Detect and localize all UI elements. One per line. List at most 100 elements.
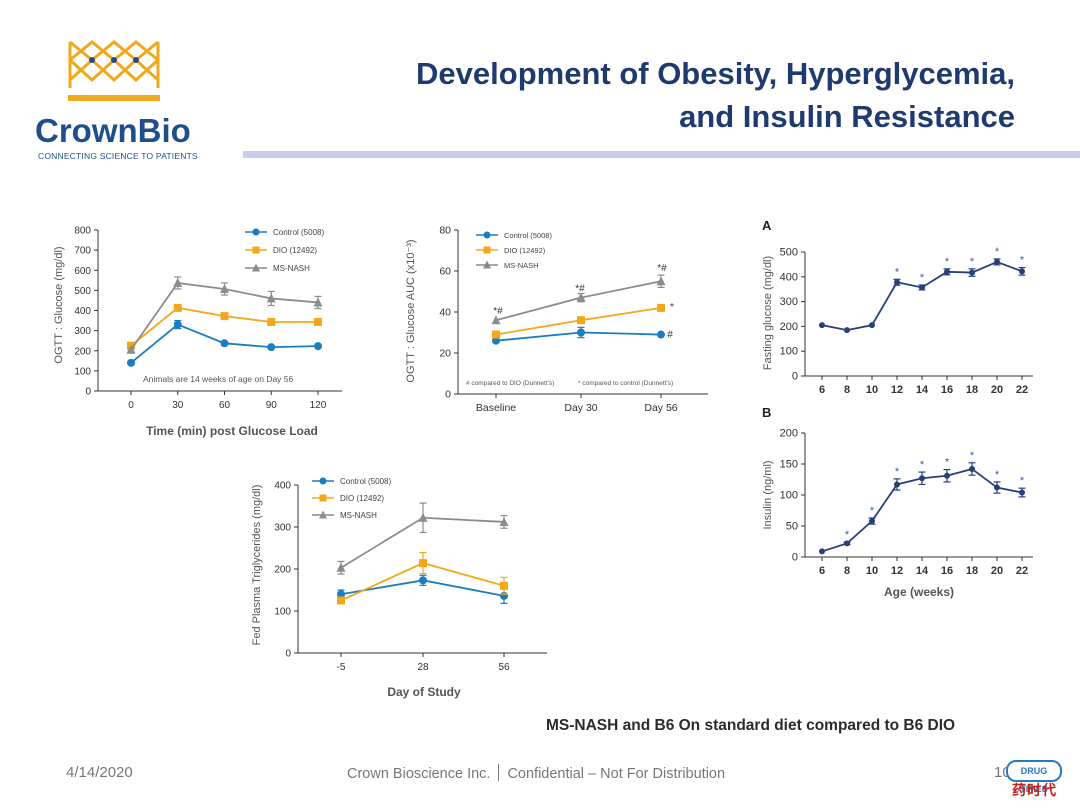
- insulin-sig-mark: *: [895, 466, 900, 478]
- fasting-glucose-chart: A Fasting glucose (mg/dl) 0 100 200 300 400 5…: [762, 218, 1033, 396]
- auc-y-label: OGTT : Glucose AUC (x10⁻³): [405, 239, 417, 382]
- auc-y-tick-label: 20: [439, 348, 451, 360]
- insulin-sig-mark: *: [845, 529, 850, 541]
- ogtt-y-tick-label: 200: [74, 346, 91, 357]
- insulin-x-tick-label: 16: [941, 565, 953, 577]
- ogtt-y-tick-label: 800: [74, 226, 91, 237]
- ogtt-series-1-point: [267, 317, 276, 326]
- auc-y-tick-label: 0: [445, 389, 451, 401]
- insulin-sig-mark: *: [945, 457, 950, 469]
- tg-legend-marker: [319, 477, 327, 485]
- fasting-x-tick-label: 20: [991, 384, 1003, 396]
- tg-series-0-point: [419, 576, 427, 585]
- fasting-x-tick-label: 8: [844, 384, 850, 396]
- footer-company: Crown Bioscience Inc.: [347, 766, 491, 782]
- auc-series-1-point: [492, 330, 500, 339]
- fasting-series-0-point: [819, 322, 825, 329]
- insulin-x-tick-label: 14: [916, 565, 929, 577]
- fasting-y-tick-label: 400: [780, 271, 798, 283]
- crownbio-logo-icon: [68, 40, 160, 101]
- auc-y-tick-label: 80: [439, 225, 451, 237]
- ogtt-series-1-point: [173, 303, 182, 312]
- auc-note-hash: # compared to DIO (Dunnett's): [466, 380, 554, 387]
- auc-series-2-point: [491, 315, 501, 325]
- tg-series-1-point: [337, 596, 345, 605]
- ogtt-series-2-point: [173, 277, 183, 287]
- ogtt-series-1-point: [220, 312, 229, 321]
- fasting-sig-mark: *: [945, 256, 950, 268]
- auc-y-tick-label: 40: [439, 307, 451, 319]
- tg-y-tick-label: 300: [274, 523, 291, 534]
- fasting-series-0-point: [894, 279, 900, 286]
- tg-series-0-point: [337, 590, 345, 599]
- fasting-series-0-point: [944, 268, 950, 275]
- auc-series-0-point: [657, 330, 665, 339]
- insulin-series-0-point: [869, 518, 875, 525]
- insulin-x-tick-label: 12: [891, 565, 903, 577]
- auc-series-0-point: [492, 336, 500, 345]
- fasting-x-tick-label: 12: [891, 384, 903, 396]
- fasting-x-tick-label: 6: [819, 384, 825, 396]
- insulin-sig-mark: *: [970, 450, 975, 462]
- fasting-sig-mark: *: [1020, 255, 1025, 267]
- insulin-x-tick-label: 18: [966, 565, 978, 577]
- fasting-x-tick-label: 18: [966, 384, 978, 396]
- ogtt-annotation: Animals are 14 weeks of age on Day 56: [143, 374, 294, 384]
- fasting-y-tick-label: 100: [780, 346, 798, 358]
- ogtt-legend-marker: [252, 228, 260, 236]
- auc-series-2-point: [576, 292, 586, 302]
- auc-x-tick-label: Baseline: [476, 402, 516, 414]
- insulin-y-tick-label: 200: [780, 428, 798, 440]
- ogtt-series-0-point: [314, 342, 322, 351]
- header-divider: [243, 151, 1080, 158]
- auc-legend-label: DIO (12492): [504, 246, 546, 255]
- ogtt-x-tick-label: 60: [219, 400, 231, 411]
- ogtt-series-1-point: [314, 317, 322, 326]
- insulin-y-label: Insulin (ng/ml): [762, 460, 774, 529]
- ogtt-legend: Control (5008) DIO (12492) MS-NASH: [245, 228, 324, 273]
- logo-name: CrownBio: [35, 112, 191, 149]
- tg-y-tick-label: 200: [274, 565, 291, 576]
- fasting-sig-mark: *: [920, 272, 925, 284]
- tg-y-tick-label: 400: [274, 481, 291, 492]
- fasting-x-tick-label: 14: [916, 384, 929, 396]
- auc-sig-mark: #: [667, 330, 673, 341]
- tg-legend: Control (5008) DIO (12492) MS-NASH: [312, 477, 391, 520]
- ogtt-series-0-point: [267, 343, 276, 352]
- ogtt-x-tick-label: 30: [172, 400, 184, 411]
- ogtt-legend-label: DIO (12492): [273, 246, 317, 255]
- ogtt-x-tick-label: 90: [266, 400, 278, 411]
- footer-center: Crown Bioscience Inc. Confidential – Not …: [347, 764, 725, 782]
- auc-series-1-point: [577, 316, 585, 325]
- fasting-y-tick-label: 500: [780, 247, 798, 259]
- insulin-x-tick-label: 20: [991, 565, 1003, 577]
- insulin-series-0-point: [919, 475, 925, 482]
- insulin-x-label: Age (weeks): [884, 585, 954, 599]
- page-title-line2: and Insulin Resistance: [679, 99, 1015, 134]
- watermark-cn: 药时代: [1012, 782, 1057, 798]
- ogtt-series-2-point: [220, 283, 229, 293]
- insulin-series-0-point: [844, 540, 850, 547]
- insulin-series-0-point: [1019, 489, 1025, 496]
- ogtt-legend-label: MS-NASH: [273, 264, 310, 273]
- auc-series-2-point: [656, 276, 666, 286]
- tg-legend-label: Control (5008): [340, 477, 391, 486]
- triglycerides-chart: Fed Plasma Triglycerides (mg/dl) Day of …: [251, 477, 547, 699]
- insulin-y-tick-label: 50: [786, 521, 798, 533]
- fasting-series-0-point: [844, 327, 850, 334]
- slide-caption: MS-NASH and B6 On standard diet compared…: [546, 717, 956, 734]
- tg-x-label: Day of Study: [387, 685, 461, 699]
- fasting-y-label: Fasting glucose (mg/dl): [762, 256, 774, 370]
- fasting-y-tick-label: 0: [792, 371, 798, 383]
- page-title: Development of Obesity, Hyperglycemia, a…: [255, 52, 1015, 138]
- tg-y-tick-label: 0: [285, 649, 291, 660]
- fasting-series-0-point: [994, 258, 1000, 265]
- insulin-chart: B Insulin (ng/ml) Age (weeks) 0 50 100 150 2…: [762, 405, 1033, 599]
- ogtt-series-0-point: [127, 358, 135, 367]
- auc-chart: OGTT : Glucose AUC (x10⁻³) # compared to…: [405, 225, 708, 414]
- tg-series-2-point: [336, 562, 346, 572]
- insulin-x-tick-label: 6: [819, 565, 825, 577]
- footer-confidential: Confidential – Not For Distribution: [507, 766, 726, 782]
- fasting-x-tick-label: 22: [1016, 384, 1028, 396]
- ogtt-glucose-chart: OGTT : Glucose (mg/dl) Time (min) post G…: [53, 226, 342, 438]
